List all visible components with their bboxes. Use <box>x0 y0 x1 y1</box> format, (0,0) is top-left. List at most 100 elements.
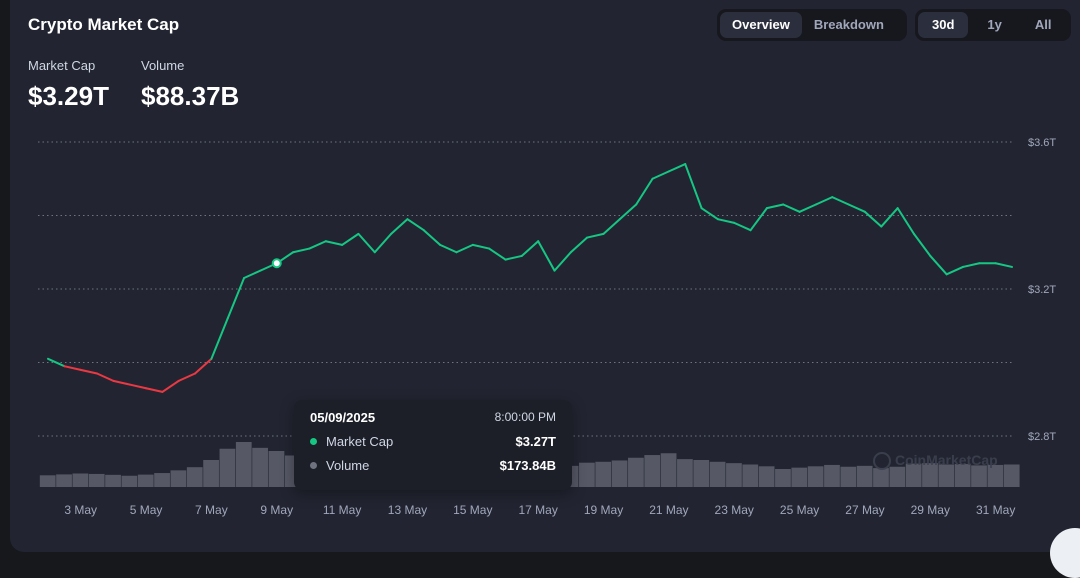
volume-bar <box>938 464 955 487</box>
watermark: CoinMarketCap <box>873 452 998 471</box>
volume-bar <box>268 451 285 487</box>
y-tick-label: $3.2T <box>1028 284 1056 296</box>
market-cap-line-segment <box>716 218 736 224</box>
volume-bar <box>252 447 268 487</box>
x-tick-label: 9 May <box>260 503 293 517</box>
market-cap-line-segment <box>63 365 82 371</box>
x-tick-label: 11 May <box>323 503 361 517</box>
market-cap-line-segment <box>96 372 115 382</box>
volume-bar <box>137 474 154 487</box>
volume-bar <box>856 465 873 487</box>
range-toggle: 30d 1y All <box>915 9 1071 41</box>
market-cap-line-segment <box>684 163 703 210</box>
range-all[interactable]: All <box>1034 17 1052 32</box>
market-cap-line-segment <box>357 232 376 254</box>
x-tick-label: 5 May <box>130 503 163 517</box>
volume-label: Volume <box>141 58 185 73</box>
volume-bar <box>905 463 922 487</box>
x-tick-label: 3 May <box>64 503 97 517</box>
y-tick-label: $3.6T <box>1028 137 1056 149</box>
volume-bar <box>154 473 170 487</box>
hover-point <box>271 258 282 269</box>
market-cap-line-segment <box>226 276 246 320</box>
market-cap-line-segment <box>602 218 621 235</box>
volume-bar <box>105 474 121 487</box>
volume-bar <box>693 460 710 487</box>
coinmarketcap-logo-icon <box>873 452 891 471</box>
view-toggle: Overview Breakdown <box>717 9 907 41</box>
tooltip-time: 8:00:00 PM <box>494 410 556 424</box>
x-tick-label: 13 May <box>388 503 427 517</box>
market-cap-line-segment <box>847 203 866 213</box>
volume-bar <box>726 463 742 487</box>
market-cap-line-segment <box>961 262 981 268</box>
x-tick-label: 17 May <box>518 503 557 517</box>
market-cap-line-segment <box>700 207 719 221</box>
volume-bar <box>889 466 906 487</box>
volume-bar <box>840 466 857 487</box>
market-cap-line-segment <box>128 383 148 390</box>
market-cap-value: $3.29T <box>28 81 109 111</box>
market-cap-line-segment <box>733 221 752 232</box>
tab-overview[interactable]: Overview <box>720 12 802 38</box>
market-cap-line-segment <box>749 207 768 232</box>
volume-bar <box>235 442 252 487</box>
market-cap-line-segment <box>537 240 556 272</box>
tooltip-row-name: Volume <box>326 458 370 473</box>
x-tick-label: 19 May <box>584 503 623 517</box>
volume-bar <box>88 473 105 487</box>
market-cap-line-segment <box>324 240 344 246</box>
market-cap-line-segment <box>194 357 213 375</box>
market-cap-line-segment <box>863 210 883 228</box>
market-cap-line-segment <box>586 232 605 239</box>
x-tick-label: 21 May <box>649 503 688 517</box>
volume-dot-icon <box>310 462 317 470</box>
volume-bar <box>39 475 56 487</box>
volume-bar <box>922 463 938 487</box>
market-cap-line-segment <box>79 368 99 375</box>
market-cap-line-segment <box>553 251 572 272</box>
volume-bar <box>660 453 677 487</box>
market-cap-line-segment <box>455 243 474 254</box>
tab-breakdown[interactable]: Breakdown <box>813 17 884 32</box>
volume-bar <box>954 464 971 487</box>
x-tick-label: 31 May <box>976 503 1015 517</box>
market-cap-line-segment <box>945 265 964 276</box>
volume-bar <box>807 466 824 487</box>
volume-bar <box>775 469 791 487</box>
volume-bar <box>203 460 219 487</box>
market-cap-line-segment <box>308 240 327 250</box>
market-cap-line-segment <box>929 254 948 276</box>
market-cap-line-segment <box>243 269 262 279</box>
market-cap-label: Market Cap <box>28 58 96 73</box>
market-cap-line-segment <box>994 262 1013 268</box>
tooltip-row-name: Market Cap <box>326 434 394 449</box>
x-tick-label: 29 May <box>911 503 950 517</box>
volume-bar <box>611 460 628 487</box>
range-1y[interactable]: 1y <box>987 17 1002 32</box>
volume-bar <box>121 475 138 487</box>
volume-bar <box>56 474 72 487</box>
volume-bar <box>644 455 661 487</box>
range-30d[interactable]: 30d <box>918 12 969 38</box>
market-cap-line-segment <box>292 247 311 254</box>
market-cap-line-segment <box>765 203 785 210</box>
page-title: Crypto Market Cap <box>28 15 180 34</box>
tooltip-date: 05/09/2025 <box>310 410 376 425</box>
volume-bar <box>873 468 889 487</box>
volume-bar <box>987 464 1004 487</box>
volume-bar <box>628 457 644 487</box>
volume-bar <box>709 461 726 487</box>
volume-bar <box>579 462 595 487</box>
market-cap-line-segment <box>569 236 589 254</box>
market-cap-line-segment <box>373 232 393 254</box>
volume-bar <box>219 448 236 487</box>
market-cap-line-segment <box>912 232 932 257</box>
market-cap-line-segment <box>406 218 425 232</box>
market-cap-dot-icon <box>310 438 317 446</box>
volume-value: $88.37B <box>141 81 240 111</box>
market-cap-line-segment <box>667 163 687 173</box>
tooltip-row-value: $173.84B <box>499 458 556 473</box>
x-tick-label: 23 May <box>715 503 754 517</box>
x-tick-label: 7 May <box>195 503 228 517</box>
